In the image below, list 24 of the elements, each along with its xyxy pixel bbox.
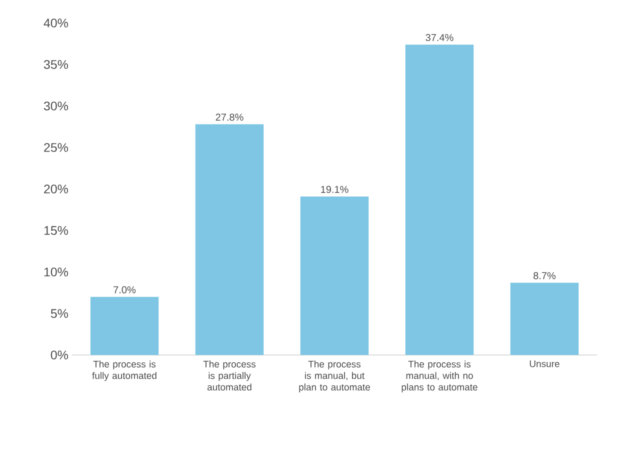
y-tick-label: 25% <box>44 143 68 152</box>
y-tick-label: 35% <box>44 60 68 69</box>
y-tick-label: 20% <box>44 184 68 194</box>
x-tick-label: The process is partially automated <box>203 360 256 391</box>
x-tick-label: The process is fully automated <box>92 360 156 381</box>
data-label: 37.4% <box>426 34 454 42</box>
data-label: 27.8% <box>216 114 244 121</box>
y-tick-label: 10% <box>44 268 68 276</box>
bar <box>300 196 369 355</box>
y-tick-label: 40% <box>44 18 68 28</box>
bar <box>195 124 264 355</box>
data-label: 19.1% <box>321 186 348 193</box>
bar <box>510 282 579 355</box>
bar <box>405 44 474 355</box>
data-label: 8.7% <box>534 272 556 280</box>
x-tick-label: The process is manual, but plan to automate <box>299 360 370 392</box>
y-tick-label: 5% <box>50 309 68 318</box>
x-tick-label: Unsure <box>530 360 560 368</box>
bar <box>90 296 159 355</box>
x-tick-label: The process is manual, with no plans to automate <box>402 360 478 392</box>
y-tick-label: 15% <box>44 226 68 235</box>
y-tick-label: 30% <box>44 102 68 110</box>
y-tick-label: 0% <box>50 350 68 360</box>
data-label: 7.0% <box>114 286 136 294</box>
